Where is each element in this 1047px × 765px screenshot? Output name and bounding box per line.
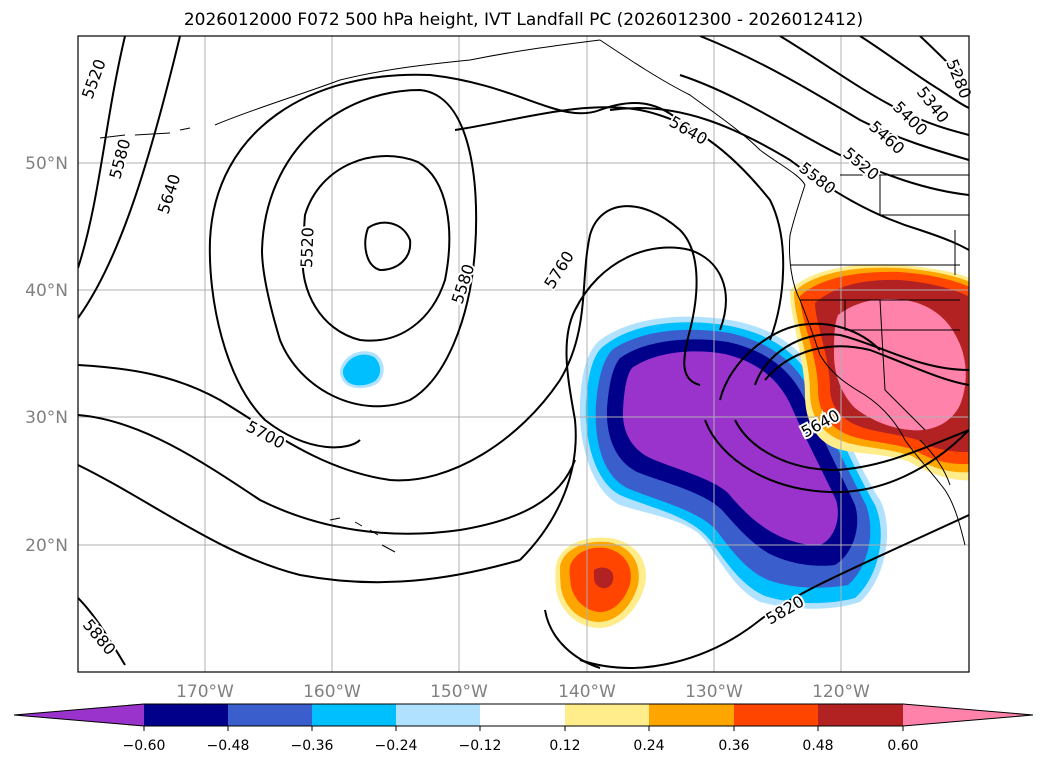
positive-anomaly-area <box>555 264 969 628</box>
anomaly-purple <box>622 351 838 546</box>
lon-label: 130°W <box>685 682 743 702</box>
colorbar-tick-label: 0.48 <box>802 738 833 754</box>
lat-label: 30°N <box>25 408 68 428</box>
colorbar-segment <box>480 704 566 726</box>
colorbar-tick-label: 0.60 <box>887 738 918 754</box>
colorbar-segment <box>396 704 481 726</box>
colorbar-segment <box>649 704 735 726</box>
map-frame <box>77 35 970 673</box>
colorbar-ticks <box>143 726 904 731</box>
lon-label: 160°W <box>303 682 361 702</box>
colorbar-max-extend <box>903 704 1033 726</box>
colorbar: −0.60 −0.48 −0.36 −0.24 −0.12 0.12 0.24 … <box>13 703 1034 754</box>
contour-label: 5520 <box>297 227 317 268</box>
colorbar-segment <box>144 704 229 726</box>
colorbar-tick-label: −0.60 <box>123 738 166 754</box>
longitude-labels: 170°W 160°W 150°W 140°W 130°W 120°W <box>176 682 870 702</box>
colorbar-segment <box>818 704 904 726</box>
map-title: 2026012000 F072 500 hPa height, IVT Land… <box>183 10 864 30</box>
anomaly-pink <box>834 298 966 431</box>
colorbar-tick-label: 0.12 <box>549 738 580 754</box>
latitude-labels: 50°N 40°N 30°N 20°N <box>25 154 68 556</box>
colorbar-segment <box>565 704 650 726</box>
colorbar-tick-label: −0.48 <box>207 738 250 754</box>
colorbar-tick-label: −0.36 <box>291 738 334 754</box>
anomaly-small-blob-inner <box>342 354 381 386</box>
lon-label: 140°W <box>558 682 616 702</box>
lat-label: 40°N <box>25 281 68 301</box>
lon-label: 170°W <box>176 682 234 702</box>
colorbar-segment <box>734 704 819 726</box>
coastlines <box>99 39 969 553</box>
anomaly-blob-firebrick <box>594 567 614 589</box>
colorbar-segment <box>312 704 397 726</box>
lat-label: 20°N <box>25 536 68 556</box>
graticule <box>78 36 969 672</box>
colorbar-tick-label: 0.36 <box>718 738 749 754</box>
colorbar-tick-label: −0.12 <box>459 738 502 754</box>
lon-label: 120°W <box>812 682 870 702</box>
height-contours <box>78 36 969 669</box>
lon-label: 150°W <box>430 682 488 702</box>
lat-label: 50°N <box>25 154 68 174</box>
colorbar-tick-label: −0.24 <box>375 738 418 754</box>
colorbar-segment <box>228 704 313 726</box>
colorbar-tick-label: 0.24 <box>633 738 664 754</box>
colorbar-min-extend <box>14 704 144 726</box>
